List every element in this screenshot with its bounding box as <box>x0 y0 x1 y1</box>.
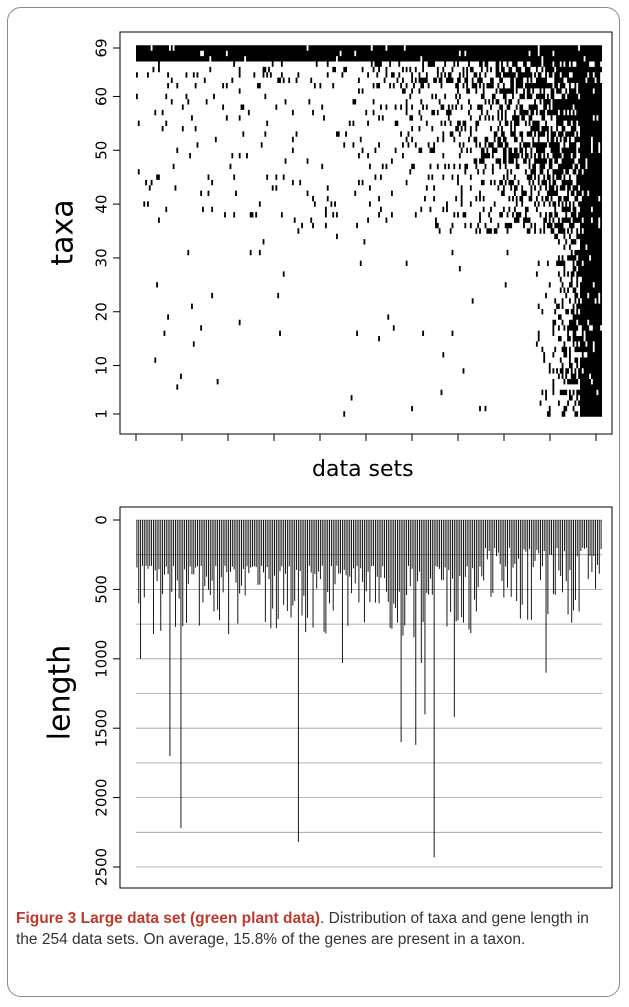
heatmap-cells <box>136 45 602 417</box>
bar-y-label: length <box>42 644 78 741</box>
bar-y-tick-label: 500 <box>93 575 111 604</box>
bar-y-tick-label: 2500 <box>93 848 111 886</box>
heatmap-axes: 1 10 20 30 40 50 60 69 <box>93 31 613 441</box>
heatmap-y-tick-label: 10 <box>93 356 111 375</box>
heatmap-y-tick-label: 69 <box>93 38 111 57</box>
caption-text: . Distribution of taxa and gene length i… <box>16 910 589 948</box>
heatmap-y-tick-label: 50 <box>93 141 111 160</box>
bar-y-tick-label: 0 <box>93 515 111 525</box>
caption-label: Figure 3 Large data set (green plant dat… <box>16 910 321 927</box>
bar-plot-box <box>119 506 613 889</box>
bar-axes: 0 500 1000 1500 2000 2500 <box>93 506 613 889</box>
heatmap-presence-cells <box>136 45 602 417</box>
heatmap-y-tick-label: 30 <box>93 248 111 267</box>
heatmap-y-tick-label: 1 <box>93 409 111 419</box>
heatmap-y-tick-label: 40 <box>93 195 111 214</box>
heatmap-plot-box <box>119 31 613 435</box>
bar-y-tick-label: 1500 <box>93 709 111 747</box>
heatmap-y-label: taxa <box>45 199 81 266</box>
bar-y-tick-label: 1000 <box>93 640 111 678</box>
bar-marks <box>136 520 602 858</box>
figure-caption: Figure 3 Large data set (green plant dat… <box>16 908 612 950</box>
heatmap-x-label: data sets <box>312 457 414 482</box>
bar-y-tick-label: 2000 <box>93 779 111 817</box>
heatmap-y-tick-label: 60 <box>93 87 111 106</box>
heatmap-y-tick-label: 20 <box>93 302 111 321</box>
